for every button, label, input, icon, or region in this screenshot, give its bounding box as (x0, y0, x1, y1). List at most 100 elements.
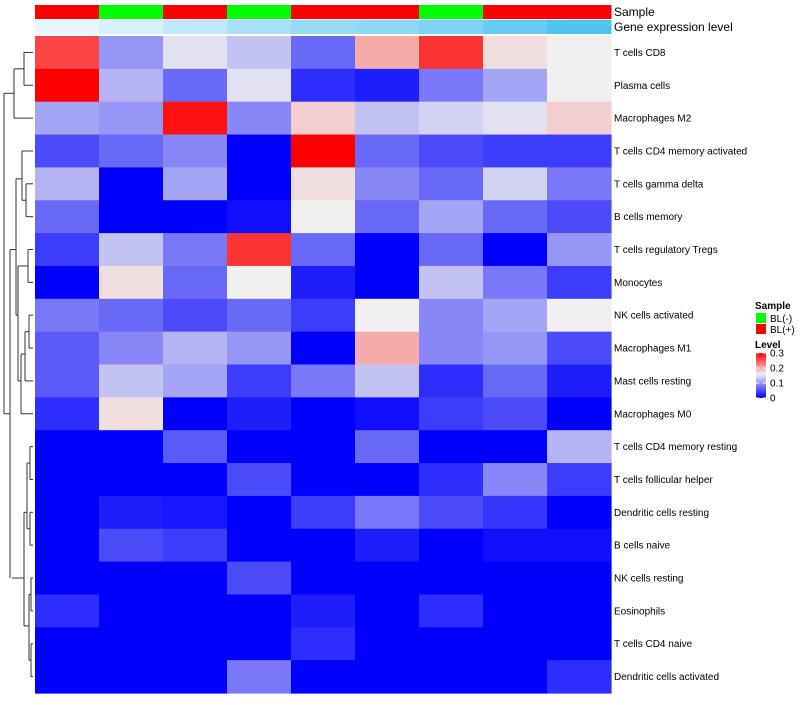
heatmap-cell (547, 167, 612, 201)
heatmap-cell (35, 561, 100, 596)
heatmap-cell (419, 331, 484, 366)
heatmap-cell (163, 397, 228, 431)
row-label: Monocytes (614, 278, 662, 289)
legend-sample-swatch (756, 324, 766, 334)
heatmap-cell (99, 627, 164, 661)
heatmap-cell (355, 397, 420, 431)
heatmap-cell (547, 397, 612, 431)
heatmap-cell (547, 36, 612, 70)
heatmap-cell (291, 68, 356, 103)
heatmap-cell (291, 101, 356, 136)
heatmap-cell (99, 430, 164, 464)
heatmap-cell (163, 233, 228, 267)
row-label: T cells CD4 memory resting (614, 442, 737, 453)
heatmap-cell (163, 430, 228, 464)
heatmap-cell (227, 561, 292, 596)
heatmap-cell (547, 200, 612, 234)
heatmap-cell (163, 594, 228, 628)
heatmap-cell (355, 233, 420, 267)
heatmap-cell (99, 561, 164, 596)
heatmap-cell (419, 233, 484, 267)
heatmap-cell (547, 594, 612, 628)
heatmap-cell (35, 660, 100, 694)
heatmap-cell (35, 528, 100, 563)
row-label: Macrophages M0 (614, 409, 692, 420)
expression-annotation-bar (35, 20, 612, 34)
row-label: Dendritic cells activated (614, 672, 719, 683)
heatmap-cell (419, 627, 484, 661)
heatmap-cell (355, 68, 420, 103)
heatmap-cell (355, 200, 420, 234)
heatmap-cell (419, 561, 484, 596)
heatmap-cell (355, 101, 420, 136)
heatmap-cell (227, 528, 292, 563)
row-label: T cells CD8 (614, 48, 666, 59)
heatmap-cell (419, 463, 484, 497)
heatmap-cell (547, 134, 612, 168)
heatmap-cell (227, 200, 292, 234)
heatmap-cell (99, 101, 164, 136)
legend-level-label: 0 (770, 394, 776, 405)
heatmap-cell (35, 167, 100, 201)
sample-anno-cell (355, 5, 420, 19)
heatmap-cell (227, 134, 292, 168)
heatmap-cell (163, 298, 228, 333)
heatmap-cell (483, 364, 548, 398)
row-label: B cells memory (614, 212, 682, 223)
heatmap-cell (483, 265, 548, 300)
legend-level-label: 0.1 (770, 379, 784, 390)
heatmap-cell (35, 463, 100, 497)
heatmap-cell (99, 528, 164, 563)
heatmap-cell (419, 265, 484, 300)
row-label: B cells naive (614, 541, 671, 552)
row-label: T cells follicular helper (614, 475, 713, 486)
sample-anno-cell (163, 5, 228, 19)
row-label: T cells CD4 naive (614, 639, 693, 650)
heatmap-cell (419, 200, 484, 234)
heatmap-cell (35, 298, 100, 333)
heatmap-cell (547, 101, 612, 136)
heatmap-cell (483, 167, 548, 201)
heatmap-cell (99, 167, 164, 201)
heatmap-cell (355, 298, 420, 333)
legend-sample-swatch (756, 313, 766, 323)
heatmap-cell (547, 233, 612, 267)
heatmap-cell (291, 364, 356, 398)
heatmap-cell (35, 331, 100, 366)
heatmap-cell (35, 233, 100, 267)
heatmap-cell (483, 495, 548, 530)
heatmap-cell (227, 167, 292, 201)
heatmap-cell (163, 167, 228, 201)
legend-sample-title: Sample (755, 301, 791, 312)
heatmap-cell (99, 463, 164, 497)
heatmap-cell (355, 265, 420, 300)
heatmap-cell (291, 134, 356, 168)
heatmap-cell (547, 265, 612, 300)
heatmap-cell (227, 331, 292, 366)
heatmap-cell (291, 463, 356, 497)
heatmap-cell (355, 463, 420, 497)
heatmap-cell (99, 233, 164, 267)
heatmap-cell (547, 68, 612, 103)
heatmap-cell (99, 265, 164, 300)
heatmap-cell (35, 265, 100, 300)
expression-anno-cell (419, 20, 484, 34)
heatmap-cell (163, 265, 228, 300)
heatmap-cell (419, 397, 484, 431)
heatmap-cell (163, 463, 228, 497)
heatmap-cell (99, 594, 164, 628)
heatmap-cell (355, 167, 420, 201)
heatmap-cell (483, 331, 548, 366)
heatmap-cell (483, 134, 548, 168)
sample-anno-cell (99, 5, 164, 19)
heatmap-cell (227, 397, 292, 431)
heatmap-cell (419, 134, 484, 168)
heatmap-cell (227, 364, 292, 398)
heatmap-cell (483, 627, 548, 661)
heatmap-cell (483, 594, 548, 628)
heatmap-cell (547, 430, 612, 464)
heatmap-cell (227, 298, 292, 333)
legend-level-gradient (756, 353, 766, 398)
heatmap-cell (163, 331, 228, 366)
heatmap-cell (291, 331, 356, 366)
